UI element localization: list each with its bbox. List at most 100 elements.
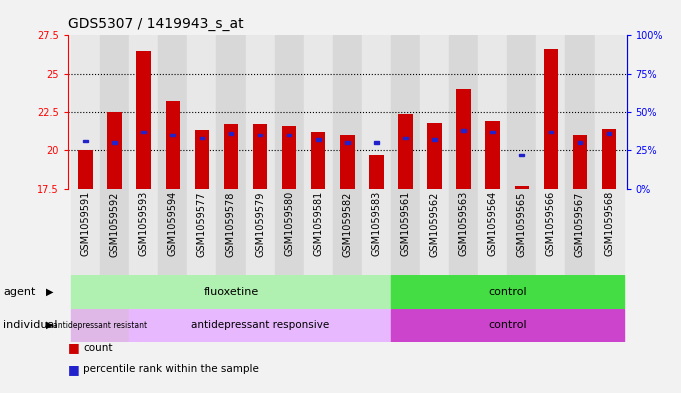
Bar	[398, 114, 413, 189]
Text: GSM1059563: GSM1059563	[458, 191, 469, 257]
Bar	[282, 126, 296, 189]
Bar	[333, 189, 362, 275]
Bar	[333, 35, 362, 189]
Bar	[520, 154, 524, 156]
Bar	[340, 135, 355, 189]
Text: ■: ■	[68, 363, 80, 376]
Bar	[456, 89, 471, 189]
Bar	[507, 189, 537, 275]
Text: GSM1059579: GSM1059579	[255, 191, 265, 257]
Text: GSM1059565: GSM1059565	[517, 191, 527, 257]
Bar	[170, 134, 175, 136]
Bar	[229, 132, 234, 135]
Bar	[374, 141, 379, 144]
Bar	[217, 35, 246, 189]
Bar	[537, 35, 565, 189]
Bar	[345, 141, 349, 144]
Text: control: control	[488, 287, 526, 297]
Bar	[257, 134, 262, 136]
Bar	[432, 138, 437, 141]
Bar	[595, 189, 624, 275]
Bar	[78, 150, 93, 189]
Bar	[391, 309, 624, 342]
Text: GSM1059591: GSM1059591	[80, 191, 91, 257]
Bar	[403, 137, 408, 139]
Bar	[369, 155, 383, 189]
Bar	[420, 35, 449, 189]
Bar	[565, 35, 595, 189]
Bar	[602, 129, 616, 189]
Bar	[311, 132, 326, 189]
Bar	[100, 35, 129, 189]
Text: ■: ■	[68, 341, 80, 354]
Bar	[200, 137, 204, 139]
Text: GSM1059593: GSM1059593	[139, 191, 148, 257]
Bar	[253, 124, 268, 189]
Bar	[129, 189, 158, 275]
Text: GDS5307 / 1419943_s_at: GDS5307 / 1419943_s_at	[68, 17, 244, 31]
Bar	[187, 189, 217, 275]
Text: GSM1059567: GSM1059567	[575, 191, 585, 257]
Bar	[478, 189, 507, 275]
Text: antidepressant resistant: antidepressant resistant	[53, 321, 147, 330]
Bar	[304, 35, 333, 189]
Bar	[165, 101, 180, 189]
Bar	[316, 138, 321, 141]
Text: agent: agent	[3, 287, 36, 297]
Text: GSM1059581: GSM1059581	[313, 191, 323, 257]
Bar	[304, 189, 333, 275]
Text: GSM1059564: GSM1059564	[488, 191, 498, 257]
Text: GSM1059578: GSM1059578	[226, 191, 236, 257]
Text: GSM1059577: GSM1059577	[197, 191, 207, 257]
Bar	[223, 124, 238, 189]
Bar	[391, 35, 420, 189]
Bar	[565, 189, 595, 275]
Bar	[391, 189, 420, 275]
Bar	[71, 189, 100, 275]
Bar	[100, 189, 129, 275]
Bar	[112, 141, 117, 144]
Bar	[427, 123, 442, 189]
Text: fluoxetine: fluoxetine	[204, 287, 259, 297]
Bar	[549, 131, 553, 133]
Bar	[158, 189, 187, 275]
Bar	[461, 129, 466, 132]
Bar	[577, 141, 582, 144]
Text: antidepressant responsive: antidepressant responsive	[191, 320, 329, 330]
Bar	[217, 189, 246, 275]
Bar	[490, 131, 495, 133]
Text: percentile rank within the sample: percentile rank within the sample	[83, 364, 259, 375]
Bar	[391, 275, 624, 309]
Text: GSM1059592: GSM1059592	[110, 191, 120, 257]
Bar	[362, 189, 391, 275]
Bar	[71, 35, 100, 189]
Bar	[287, 134, 291, 136]
Bar	[595, 35, 624, 189]
Bar	[246, 35, 274, 189]
Bar	[71, 275, 391, 309]
Bar	[507, 35, 537, 189]
Text: GSM1059582: GSM1059582	[343, 191, 352, 257]
Bar	[195, 130, 209, 189]
Text: ▶: ▶	[46, 287, 54, 297]
Bar	[573, 135, 587, 189]
Text: ▶: ▶	[46, 320, 54, 330]
Text: GSM1059583: GSM1059583	[371, 191, 381, 257]
Bar	[362, 35, 391, 189]
Text: individual: individual	[3, 320, 58, 330]
Text: count: count	[83, 343, 112, 353]
Bar	[108, 112, 122, 189]
Bar	[71, 309, 129, 342]
Bar	[142, 131, 146, 133]
Bar	[187, 35, 217, 189]
Bar	[543, 49, 558, 189]
Bar	[449, 35, 478, 189]
Text: GSM1059594: GSM1059594	[168, 191, 178, 257]
Bar	[274, 35, 304, 189]
Bar	[515, 185, 529, 189]
Text: GSM1059580: GSM1059580	[284, 191, 294, 257]
Bar	[420, 189, 449, 275]
Bar	[83, 140, 88, 142]
Bar	[158, 35, 187, 189]
Bar	[607, 132, 612, 135]
